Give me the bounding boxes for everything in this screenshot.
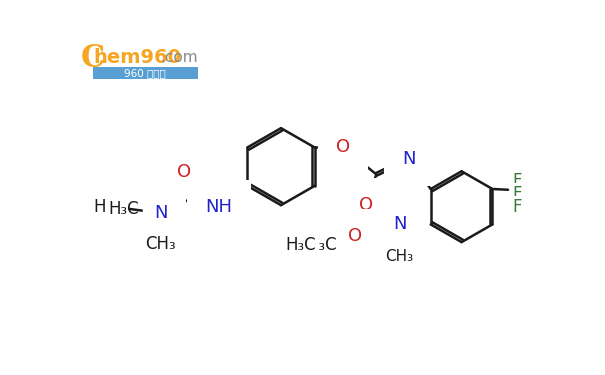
Bar: [79, 47, 200, 80]
Text: –: –: [125, 198, 133, 216]
Text: .com: .com: [161, 50, 198, 65]
Text: NH: NH: [206, 198, 232, 216]
Text: N: N: [154, 204, 168, 222]
Text: CH₃: CH₃: [146, 235, 176, 253]
Text: CH₃: CH₃: [385, 249, 414, 264]
Text: N: N: [402, 150, 416, 168]
Text: H₃C: H₃C: [285, 236, 316, 254]
Text: F: F: [512, 198, 522, 216]
Text: 960 化工网: 960 化工网: [125, 68, 166, 78]
Text: C: C: [81, 44, 105, 74]
Text: F: F: [512, 171, 522, 189]
Text: H₃C: H₃C: [94, 198, 125, 216]
Text: O: O: [177, 163, 191, 181]
Text: O: O: [347, 227, 362, 245]
Bar: [93, 66, 198, 79]
Text: O: O: [359, 196, 373, 214]
Text: F: F: [512, 184, 522, 202]
Text: O: O: [336, 138, 350, 156]
Text: H₃C: H₃C: [307, 236, 338, 254]
Text: N: N: [393, 214, 407, 232]
Text: hem960: hem960: [93, 48, 182, 67]
Text: H₃C: H₃C: [108, 200, 139, 218]
